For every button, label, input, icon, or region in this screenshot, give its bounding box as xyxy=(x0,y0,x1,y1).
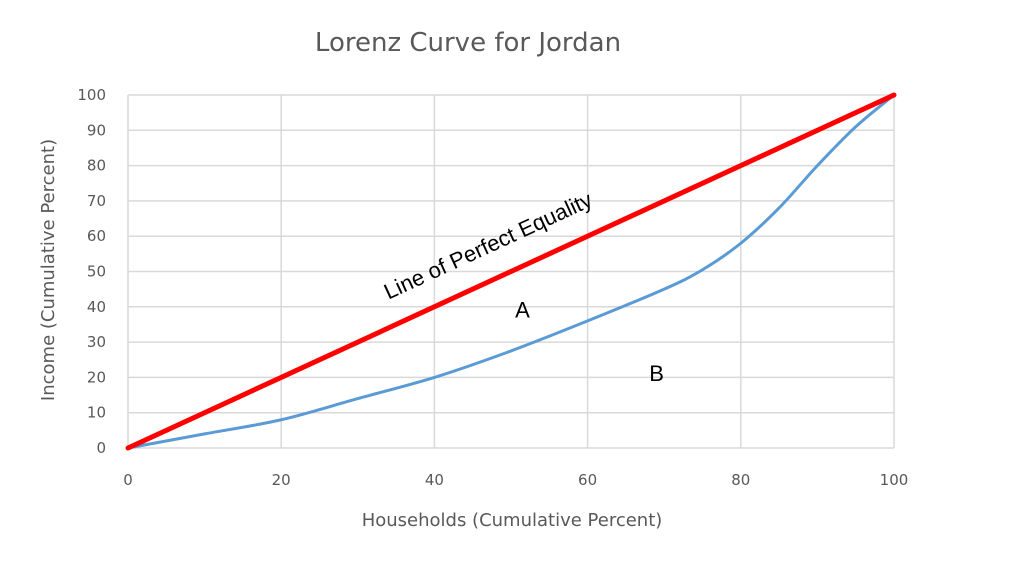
y-tick-label: 20 xyxy=(87,368,106,386)
x-axis-ticks: 0 20 40 60 80 100 xyxy=(123,471,908,489)
x-tick-label: 40 xyxy=(425,471,444,489)
x-tick-label: 20 xyxy=(272,471,291,489)
y-tick-label: 0 xyxy=(96,439,106,457)
y-axis-title: Income (Cumulative Percent) xyxy=(38,139,59,401)
x-tick-label: 80 xyxy=(731,471,750,489)
x-tick-label: 100 xyxy=(880,471,909,489)
y-tick-label: 100 xyxy=(77,86,106,104)
x-tick-label: 60 xyxy=(578,471,597,489)
x-tick-label: 0 xyxy=(123,471,133,489)
y-tick-label: 80 xyxy=(87,157,106,175)
equality-line xyxy=(125,92,897,451)
y-tick-label: 70 xyxy=(87,192,106,210)
area-b-label: B xyxy=(649,361,664,386)
plot-series xyxy=(125,92,897,451)
y-tick-label: 90 xyxy=(87,121,106,139)
chart-title: Lorenz Curve for Jordan xyxy=(315,28,621,58)
y-tick-label: 10 xyxy=(87,404,106,422)
x-axis-title: Households (Cumulative Percent) xyxy=(362,510,663,531)
y-tick-label: 30 xyxy=(87,333,106,351)
y-tick-label: 50 xyxy=(87,263,106,281)
y-tick-label: 60 xyxy=(87,227,106,245)
lorenz-curve-line xyxy=(127,93,895,450)
y-tick-label: 40 xyxy=(87,298,106,316)
y-axis-ticks: 0 10 20 30 40 50 60 70 80 90 100 xyxy=(77,86,106,457)
area-a-label: A xyxy=(515,297,530,322)
